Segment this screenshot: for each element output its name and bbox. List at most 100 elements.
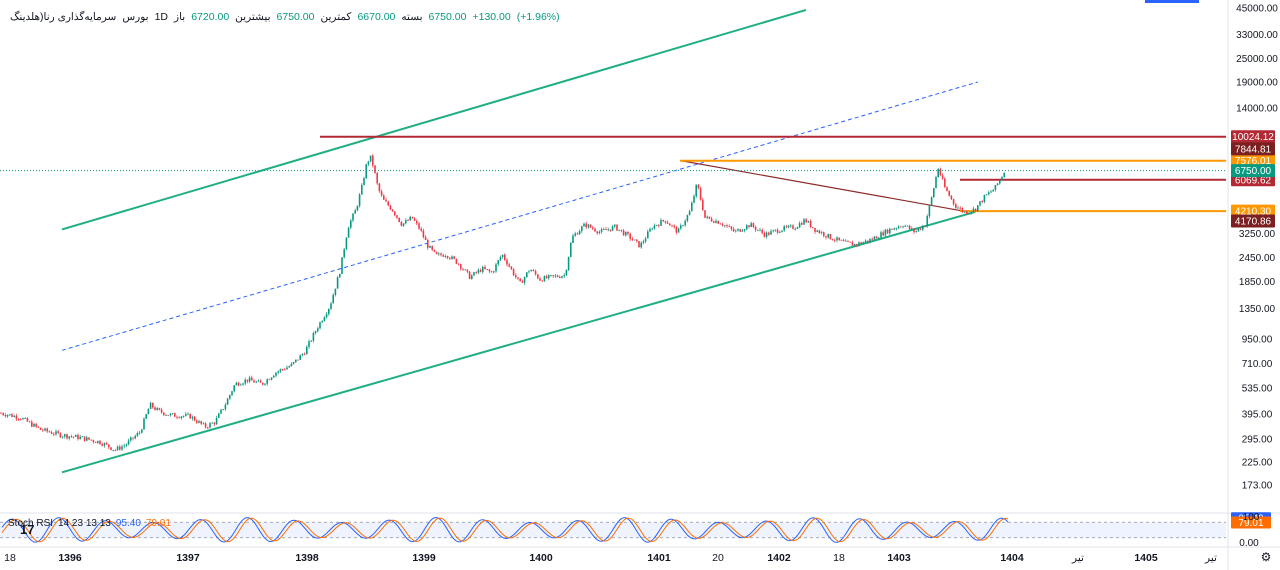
toolbar-highlight[interactable] bbox=[1145, 0, 1199, 3]
interval-label[interactable]: 1D bbox=[154, 11, 168, 23]
candle-body bbox=[352, 213, 354, 221]
candle-body bbox=[867, 240, 869, 243]
axis-price-label-box bbox=[1231, 214, 1275, 228]
candle-body bbox=[297, 359, 299, 361]
candle-body bbox=[378, 183, 381, 192]
candle-body bbox=[550, 275, 552, 276]
candle-body bbox=[253, 380, 255, 383]
candle-body bbox=[110, 447, 112, 450]
candle-body bbox=[607, 229, 609, 231]
candle-body bbox=[86, 437, 88, 441]
stoch-legend[interactable]: Stoch RSI 14 23 13 13 95.40 79.01 bbox=[8, 518, 171, 529]
candle-body bbox=[675, 226, 678, 233]
candle-body bbox=[682, 225, 684, 227]
candle-body bbox=[341, 257, 343, 274]
candle-body bbox=[893, 228, 895, 230]
candle-body bbox=[68, 436, 70, 439]
candle-body bbox=[33, 423, 35, 427]
candle-body bbox=[345, 237, 348, 250]
candle-body bbox=[66, 434, 68, 439]
candle-body bbox=[83, 436, 86, 441]
candle-body bbox=[873, 236, 876, 240]
candle-body bbox=[680, 225, 682, 229]
candle-body bbox=[631, 238, 634, 240]
candle-body bbox=[319, 322, 321, 329]
candle-body bbox=[398, 217, 400, 222]
candle-body bbox=[92, 440, 95, 442]
level-price-label: 6069.62 bbox=[1235, 175, 1272, 186]
price-tick-label: 33000.00 bbox=[1236, 30, 1278, 41]
price-tick-label: 395.00 bbox=[1242, 409, 1273, 420]
candle-body bbox=[640, 242, 642, 248]
candle-body bbox=[394, 211, 396, 216]
low-value: 6670.00 bbox=[357, 11, 396, 23]
candle-body bbox=[697, 184, 700, 189]
price-tick-label: 295.00 bbox=[1242, 435, 1273, 446]
candle-body bbox=[383, 195, 385, 200]
settings-gear-icon[interactable]: ⚙ bbox=[1261, 550, 1272, 564]
candle-body bbox=[519, 278, 521, 282]
candle-body bbox=[132, 437, 134, 439]
candle-body bbox=[334, 288, 337, 295]
stoch-params: 14 23 13 13 bbox=[58, 518, 111, 529]
candle-body bbox=[475, 272, 477, 273]
candle-body bbox=[490, 271, 493, 273]
candle-body bbox=[686, 215, 689, 221]
candle-body bbox=[226, 398, 229, 405]
candle-body bbox=[299, 355, 301, 360]
level-price-label-box bbox=[1231, 154, 1275, 168]
candle-body bbox=[180, 416, 183, 419]
candle-body bbox=[499, 257, 502, 261]
candle-body bbox=[915, 231, 917, 233]
candle-body bbox=[834, 240, 836, 241]
candle-body bbox=[638, 241, 640, 248]
candle-body bbox=[112, 449, 114, 451]
candle-body bbox=[737, 229, 739, 231]
candle-body bbox=[231, 391, 233, 396]
candle-body bbox=[332, 294, 334, 304]
candle-body bbox=[407, 220, 409, 221]
candle-body bbox=[721, 224, 724, 226]
candle-body bbox=[937, 168, 939, 178]
candle-body bbox=[237, 382, 240, 386]
candle-body bbox=[743, 229, 746, 231]
candle-body bbox=[460, 264, 462, 269]
candle-body bbox=[416, 220, 418, 224]
candle-body bbox=[11, 414, 13, 417]
candle-body bbox=[323, 317, 326, 322]
candle-body bbox=[222, 409, 224, 410]
candle-body bbox=[724, 225, 726, 227]
candle-body bbox=[730, 226, 733, 229]
candle-body bbox=[985, 194, 988, 196]
candle-body bbox=[306, 346, 308, 355]
candle-body bbox=[248, 377, 251, 382]
candle-body bbox=[880, 232, 882, 238]
candle-body bbox=[442, 255, 444, 257]
candle-body bbox=[488, 269, 491, 272]
candle-body bbox=[662, 220, 664, 222]
symbol-name[interactable]: سرمایه‌گذاری رنا(هلدینگ bbox=[10, 11, 117, 23]
candle-body bbox=[145, 414, 147, 419]
candle-body bbox=[561, 276, 563, 278]
channel-mid-dashed-line bbox=[61, 81, 979, 351]
price-tick-label: 3250.00 bbox=[1239, 229, 1276, 240]
candle-body bbox=[165, 414, 167, 416]
candle-body bbox=[565, 269, 568, 275]
candle-body bbox=[904, 225, 906, 227]
candle-body bbox=[211, 422, 213, 424]
time-tick-label: تیر bbox=[1204, 552, 1217, 564]
candle-body bbox=[979, 201, 981, 206]
candle-body bbox=[308, 341, 310, 347]
candle-body bbox=[116, 446, 119, 450]
candle-body bbox=[807, 221, 810, 223]
candle-body bbox=[413, 218, 416, 221]
candle-body bbox=[218, 413, 220, 418]
level-price-label: 10024.12 bbox=[1232, 132, 1274, 143]
axis-price-label: 7844.81 bbox=[1235, 144, 1272, 155]
candle-body bbox=[275, 372, 277, 376]
candle-body bbox=[251, 377, 253, 381]
time-tick-label: 1397 bbox=[176, 552, 200, 564]
candle-body bbox=[59, 433, 62, 438]
